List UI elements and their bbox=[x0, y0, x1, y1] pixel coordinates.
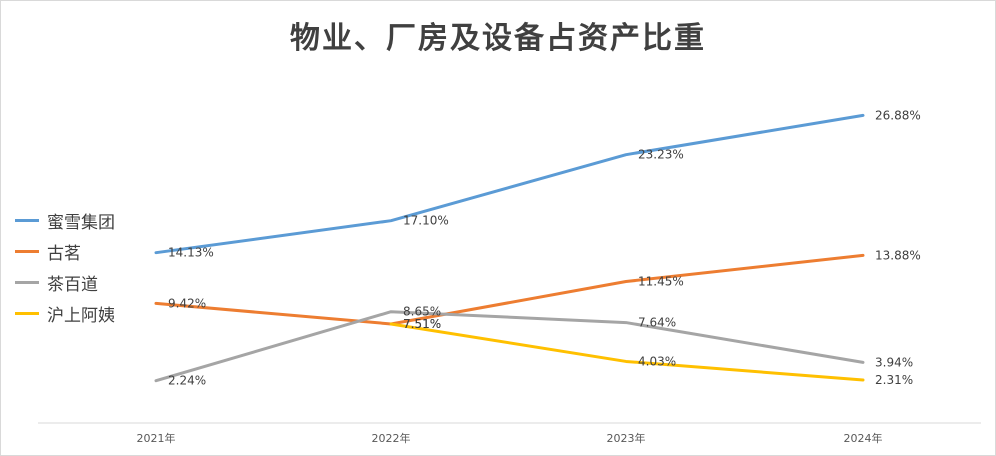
data-label: 9.42% bbox=[168, 296, 206, 310]
data-label: 14.13% bbox=[168, 246, 214, 260]
series-line-0 bbox=[154, 113, 865, 255]
chart-title: 物业、厂房及设备占资产比重 bbox=[290, 21, 706, 56]
data-label: 11.45% bbox=[638, 275, 684, 289]
data-label: 7.51% bbox=[403, 317, 441, 331]
legend-label: 茶百道 bbox=[47, 275, 98, 295]
data-label: 3.94% bbox=[875, 355, 913, 369]
data-label: 26.88% bbox=[875, 108, 921, 122]
data-label: 23.23% bbox=[638, 148, 684, 162]
legend-swatch bbox=[15, 312, 39, 315]
series-line-2 bbox=[154, 310, 865, 383]
legend-item-chabaidao: 茶百道 bbox=[15, 267, 115, 298]
data-label: 7.51% bbox=[403, 317, 441, 331]
x-tick-label: 2023年 bbox=[607, 431, 646, 445]
data-label: 7.64% bbox=[638, 316, 676, 330]
legend-swatch bbox=[15, 281, 39, 284]
legend-label: 古茗 bbox=[47, 244, 81, 264]
data-label: 17.10% bbox=[403, 214, 449, 228]
legend: 蜜雪集团 古茗 茶百道 沪上阿姨 bbox=[15, 205, 115, 329]
series-line-3 bbox=[389, 322, 865, 382]
data-label: 4.03% bbox=[638, 354, 676, 368]
legend-item-hushang-ayi: 沪上阿姨 bbox=[15, 298, 115, 329]
legend-swatch bbox=[15, 219, 39, 222]
x-tick-label: 2022年 bbox=[372, 431, 411, 445]
x-tick-label: 2021年 bbox=[137, 431, 176, 445]
legend-item-guming: 古茗 bbox=[15, 236, 115, 267]
legend-item-mixue: 蜜雪集团 bbox=[15, 205, 115, 236]
data-label: 13.88% bbox=[875, 248, 921, 262]
data-label: 2.24% bbox=[168, 374, 206, 388]
legend-label: 蜜雪集团 bbox=[47, 213, 115, 233]
legend-label: 沪上阿姨 bbox=[47, 306, 115, 326]
x-tick-label: 2024年 bbox=[844, 431, 883, 445]
data-label: 2.31% bbox=[875, 373, 913, 387]
legend-swatch bbox=[15, 250, 39, 253]
data-label: 8.65% bbox=[403, 305, 441, 319]
series-line-1 bbox=[154, 253, 865, 326]
